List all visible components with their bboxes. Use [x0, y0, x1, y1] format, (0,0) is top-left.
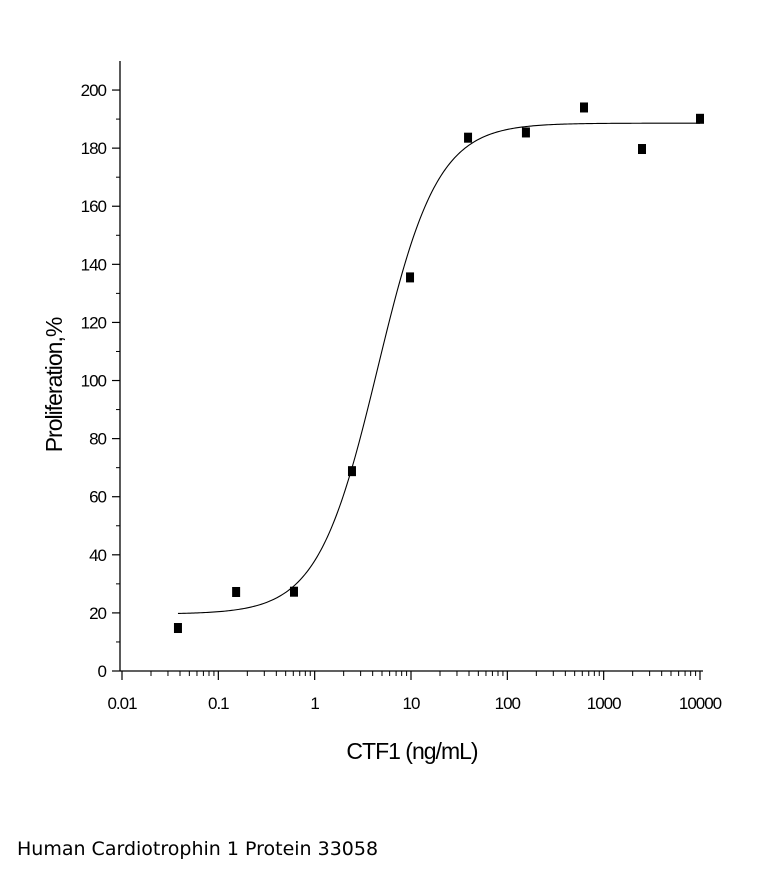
y-tick-label: 0: [98, 662, 107, 681]
y-tick-label: 40: [89, 546, 106, 565]
data-point: [406, 272, 415, 283]
y-tick-label: 20: [89, 604, 106, 623]
y-tick-label: 160: [81, 197, 107, 216]
figure-caption: Human Cardiotrophin 1 Protein 33058: [17, 838, 379, 860]
y-axis-title: Proliferation,%: [41, 317, 67, 452]
data-point: [580, 102, 589, 113]
x-tick-label: 10000: [679, 694, 722, 713]
fit-curve-layer: [177, 122, 700, 614]
x-tick-label: 10: [403, 694, 420, 713]
y-tick-label: 180: [81, 139, 107, 158]
data-point: [464, 132, 473, 143]
y-tick-label: 100: [81, 372, 107, 391]
y-tick-label: 120: [81, 313, 107, 332]
y-tick-label: 60: [89, 488, 106, 507]
data-point: [173, 623, 182, 634]
fit-curve: [177, 122, 700, 614]
data-point: [347, 466, 356, 477]
data-point: [232, 586, 241, 597]
y-tick-label: 140: [81, 255, 107, 274]
data-point: [289, 586, 298, 597]
y-tick-label: 200: [81, 81, 107, 100]
x-tick-label: 1: [310, 694, 319, 713]
x-tick-label: 100: [495, 694, 521, 713]
data-points-layer: [173, 102, 704, 634]
x-tick-label: 1000: [587, 694, 621, 713]
y-tick-label: 80: [89, 430, 106, 449]
data-point: [521, 127, 530, 138]
x-tick-label: 0.1: [208, 694, 229, 713]
ticks-group: 0 20 40 60 80 100 120 140 160 180 200 0.01 0.1 1 10 100…: [81, 81, 723, 713]
data-point: [696, 113, 704, 124]
x-tick-label: 0.01: [107, 694, 137, 713]
x-axis-title: CTF1 (ng/mL): [346, 738, 477, 764]
axes-group: [119, 61, 703, 672]
data-point: [638, 144, 647, 155]
dose-response-chart: 0 20 40 60 80 100 120 140 160 180 200 0.01 0.1 1 10 100…: [41, 61, 723, 764]
